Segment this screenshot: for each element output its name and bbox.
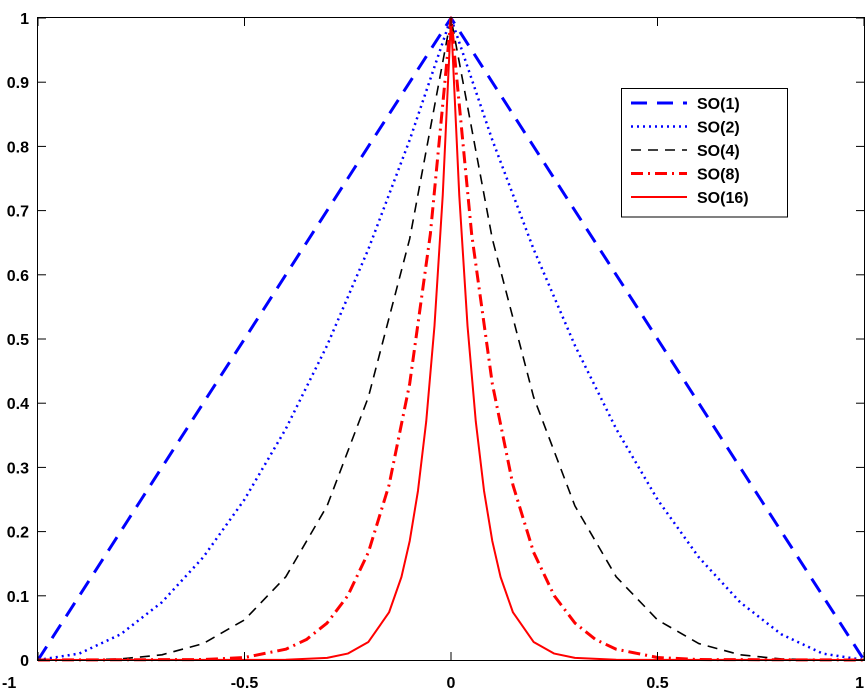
x-tick-label: 1 [855,675,864,692]
y-tick-label: 1 [20,11,29,28]
plot-frame [37,17,865,661]
series-line-3 [37,17,865,661]
legend-label-5: SO(16) [697,190,749,207]
legend-box [621,88,788,218]
y-tick-label: 0.8 [7,139,29,156]
y-tick-label: 0.5 [7,332,29,349]
legend-label-1: SO(1) [697,96,740,113]
y-tick-label: 0.2 [7,525,29,542]
y-tick-label: 0.9 [7,75,29,92]
legend: SO(1) SO(2) SO(4) SO(8) SO(16) [621,88,788,218]
legend-label-2: SO(2) [697,120,740,137]
y-tick-label: 0.6 [7,268,29,285]
x-tick-label: -0.5 [231,675,259,692]
y-tick-label: 0.1 [7,589,29,606]
legend-label-3: SO(4) [697,143,740,160]
axis-ticks: -1 -0.5 0 0.5 1 0 0.1 0.2 0.3 0.4 0.5 0.6 0.7 0.8 0.9 1 [2,11,865,692]
y-tick-label: 0.3 [7,460,29,477]
y-tick-label: 0.7 [7,204,29,221]
x-tick-label: 0 [447,675,456,692]
y-tick-label: 0 [20,653,29,670]
x-tick-label: 0.5 [646,675,668,692]
legend-label-4: SO(8) [697,167,740,184]
x-tick-label: -1 [2,675,16,692]
y-tick-label: 0.4 [7,396,29,413]
